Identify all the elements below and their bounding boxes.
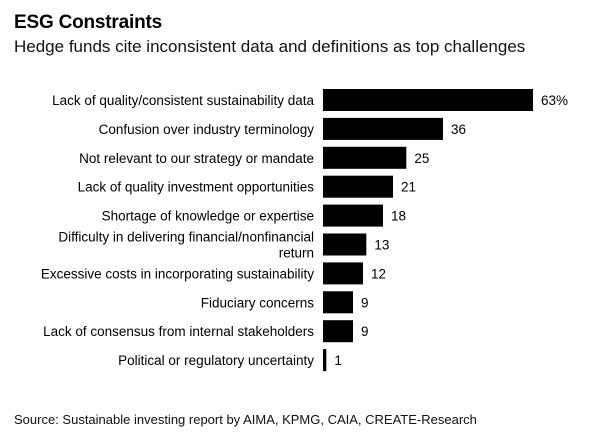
category-label: Shortage of knowledge or expertise <box>102 209 314 224</box>
bar-value-label: 25 <box>414 151 429 166</box>
category-label: Lack of consensus from internal stakehol… <box>43 324 314 339</box>
bar <box>323 89 533 111</box>
category-label: Difficulty in delivering financial/nonfi… <box>58 230 314 261</box>
category-label: Not relevant to our strategy or mandate <box>79 151 314 166</box>
bar-value-label: 18 <box>391 209 406 224</box>
bar-value-label: 13 <box>374 238 389 253</box>
bar <box>323 233 367 256</box>
bar-value-label: 21 <box>401 180 416 195</box>
category-label: Lack of quality/consistent sustainabilit… <box>52 93 314 108</box>
bar <box>323 146 407 169</box>
category-label: Confusion over industry terminology <box>99 122 315 137</box>
bar <box>323 262 363 285</box>
bar-value-label: 12 <box>371 266 386 281</box>
bar-value-label: 9 <box>361 324 369 339</box>
chart-title: ESG Constraints <box>14 12 162 33</box>
bar <box>323 204 383 227</box>
bar-value-label: 63% <box>541 93 568 108</box>
source-note: Source: Sustainable investing report by … <box>14 412 477 427</box>
category-label: Political or regulatory uncertainty <box>118 353 314 368</box>
bar-value-label: 9 <box>361 295 369 310</box>
bar <box>323 117 443 140</box>
category-label: Lack of quality investment opportunities <box>78 180 315 195</box>
chart-subtitle: Hedge funds cite inconsistent data and d… <box>14 37 526 56</box>
bar-value-label: 1 <box>334 353 342 368</box>
bar <box>323 320 353 343</box>
bar <box>323 349 327 372</box>
bar-value-label: 36 <box>451 122 466 137</box>
bar <box>323 291 353 314</box>
category-label: Fiduciary concerns <box>201 295 315 310</box>
bar <box>323 175 393 198</box>
category-label: Excessive costs in incorporating sustain… <box>41 266 314 281</box>
